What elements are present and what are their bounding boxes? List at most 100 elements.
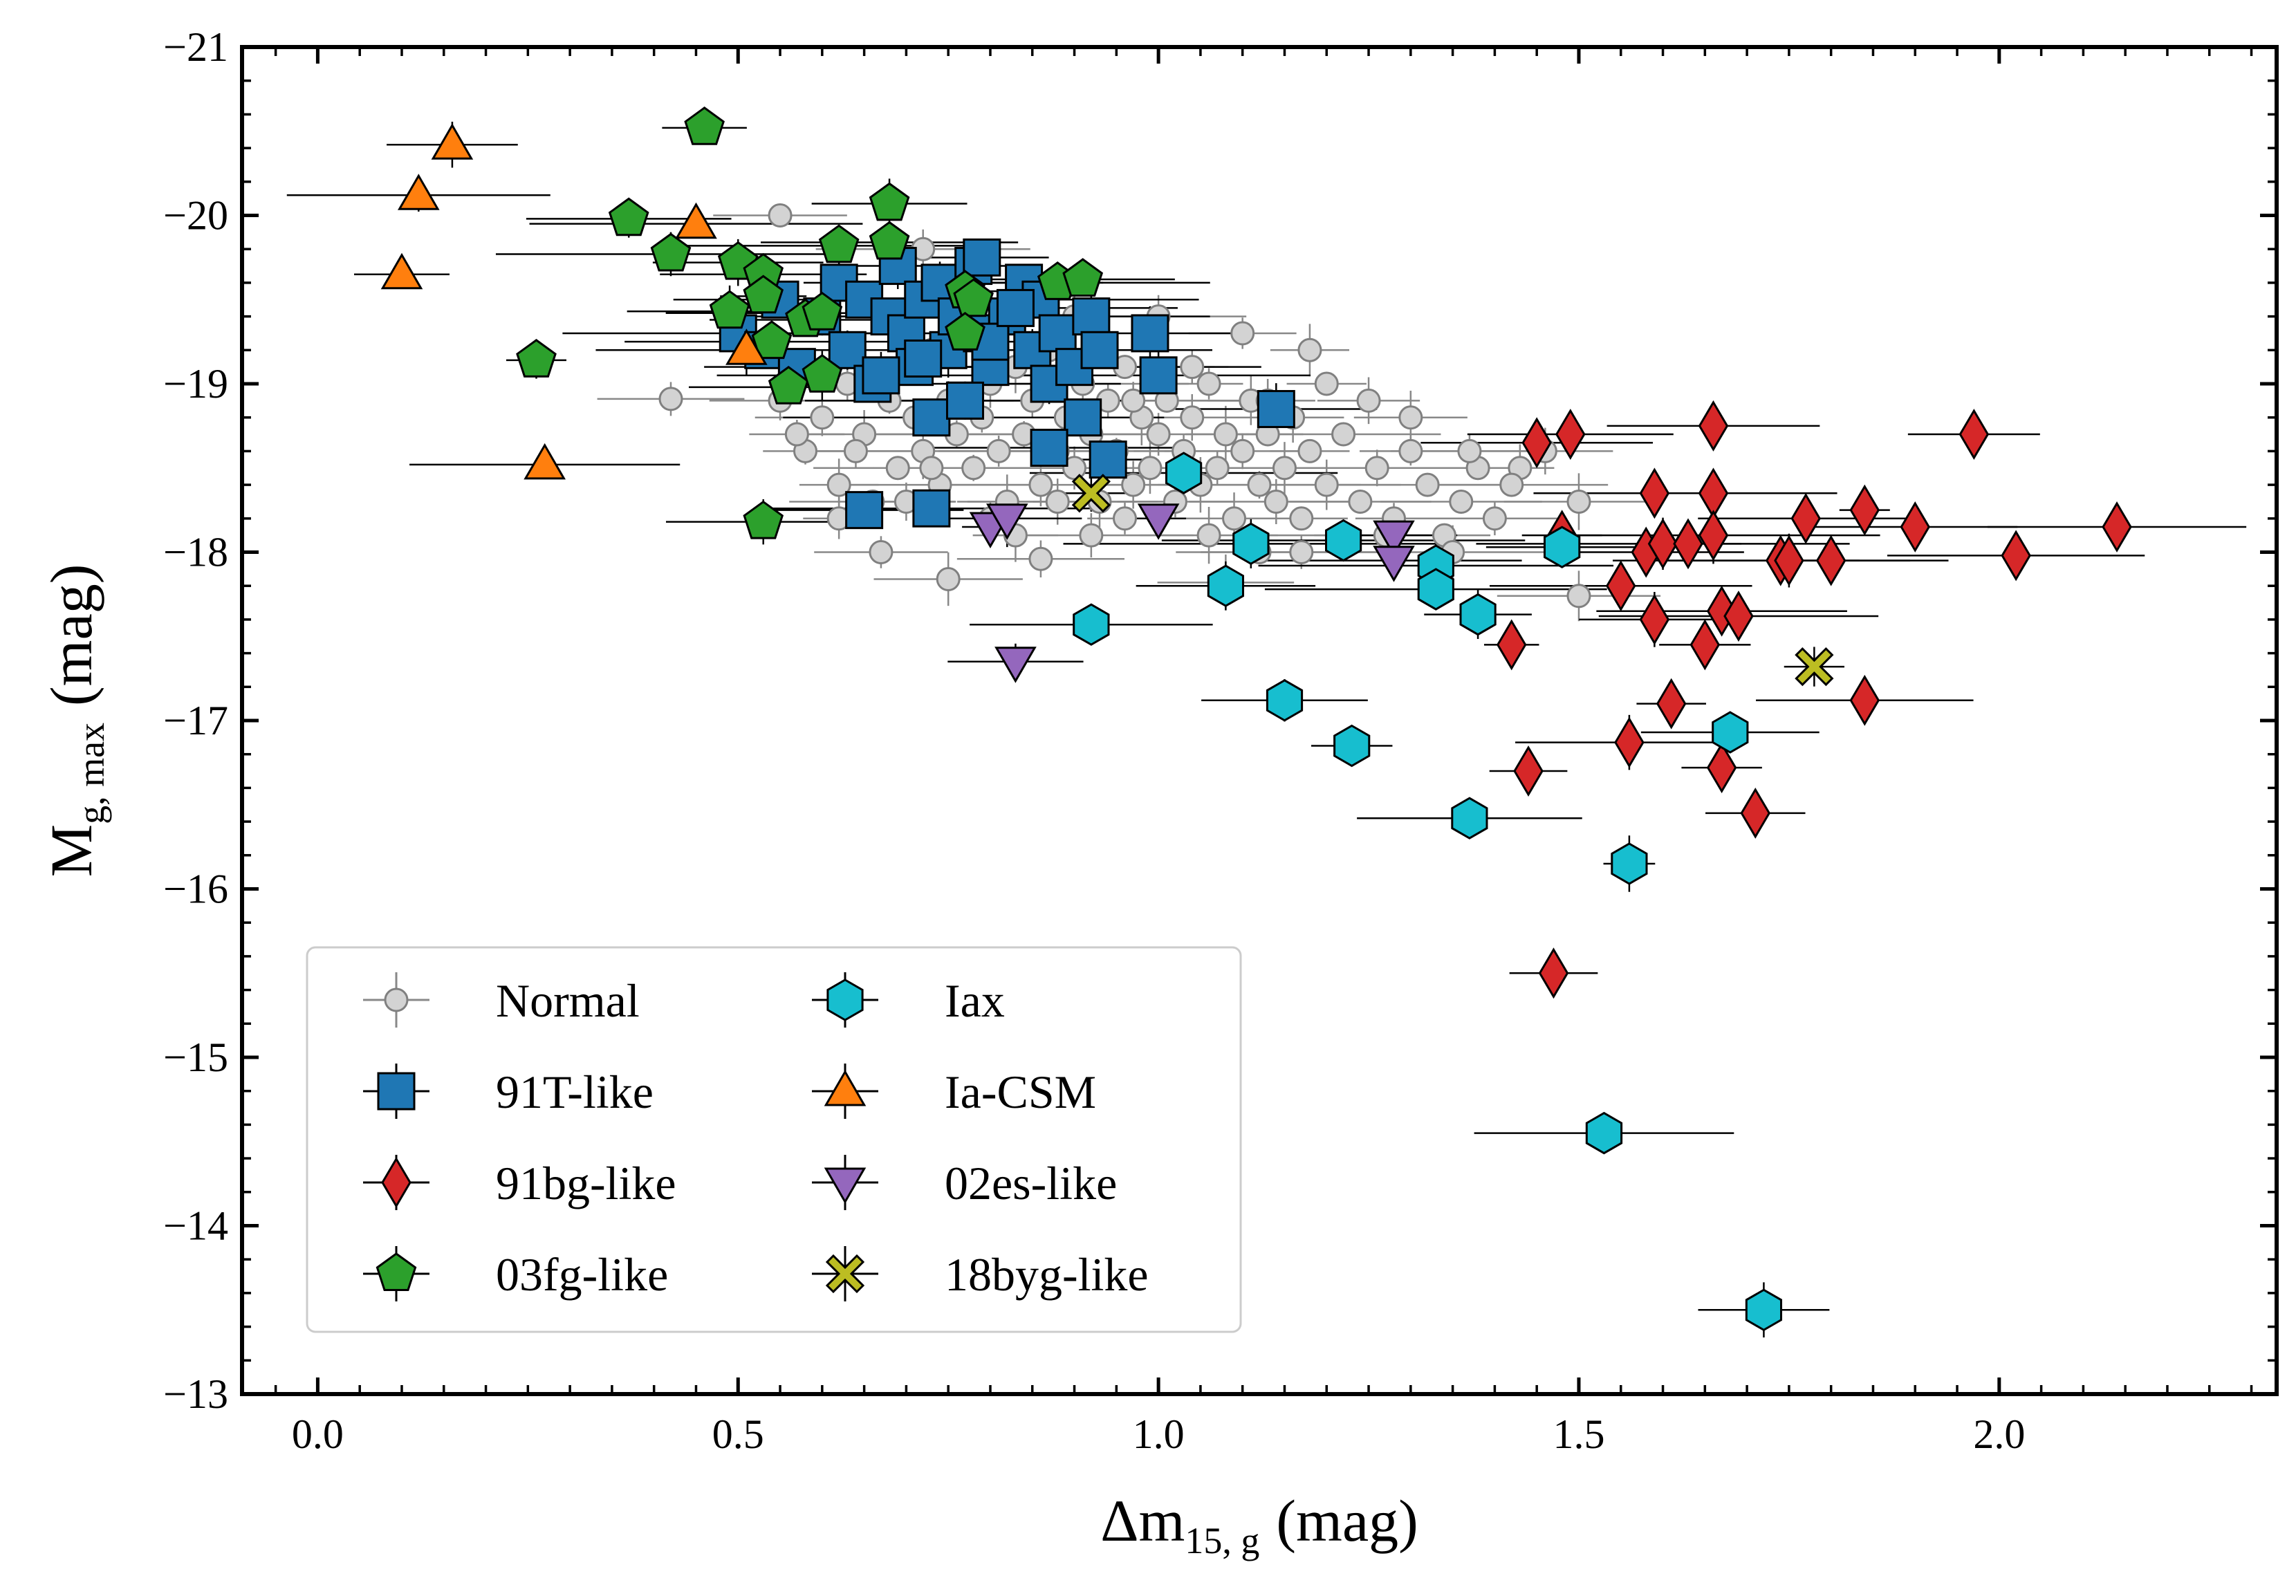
legend-marker-normal [384,987,409,1012]
point-iax [1073,603,1110,646]
point-normal [1230,321,1255,346]
point-iax [1459,593,1497,636]
point-91t-like [1089,440,1127,479]
y-tick-labels: −13 −14 −15 −16 −17 −18 −19 −20 −21 [163,24,228,1417]
point-02es-like [986,503,1028,540]
point-iax [1165,452,1203,494]
point-normal [658,387,683,411]
point-03fg-like [768,366,809,405]
point-91bg-like [2102,501,2132,553]
point-normal [1272,456,1297,481]
point-normal [1415,472,1440,497]
point-91t-like [912,489,951,528]
point-91bg-like [1513,745,1544,797]
point-normal [1079,523,1104,548]
x-tick-label: 2.0 [1973,1411,2025,1457]
y-tick-label: −18 [163,530,228,575]
point-ia-csm [431,123,474,160]
point-normal [843,438,868,463]
point-normal [961,456,986,481]
point-normal [1297,337,1322,362]
legend-marker-91t-like [377,1072,416,1111]
point-91t-like [996,288,1035,327]
y-tick-label: −19 [163,361,228,407]
point-normal [869,540,894,564]
point-91bg-like [1849,484,1880,536]
point-normal [1230,438,1255,463]
point-ia-csm [675,202,717,239]
point-02es-like [994,647,1037,683]
point-91bg-like [1555,409,1586,461]
point-normal [1398,438,1423,463]
legend-label-02es-like: 02es-like [945,1157,1117,1209]
data-points [380,106,2132,1332]
point-91t-like [1064,398,1102,437]
point-normal [1566,584,1591,609]
point-91t-like [828,331,867,369]
point-ia-csm [398,174,440,210]
point-normal [1289,540,1314,564]
point-normal [768,203,793,228]
point-normal [1297,438,1322,463]
point-91bg-like [1723,591,1754,642]
point-91t-like [1030,429,1068,467]
point-91bg-like [1706,742,1737,794]
point-normal [1121,388,1146,413]
point-normal [1196,523,1221,548]
point-91bg-like [1689,619,1721,671]
point-normal [784,422,809,447]
point-iax [1611,842,1648,885]
point-91bg-like [1774,535,1804,586]
point-normal [1348,489,1373,514]
point-normal [1028,546,1053,571]
point-normal [826,472,851,497]
legend-marker-02es-like [824,1167,867,1205]
point-normal [1247,472,1272,497]
point-91bg-like [1959,409,1990,461]
point-normal [1180,405,1205,430]
point-18byg-like [1071,474,1111,513]
point-91bg-like [1815,535,1846,586]
point-03fg-like [743,500,784,539]
legend-marker-ia-csm [824,1069,867,1106]
plot-frame [240,45,2279,1396]
point-91t-like [1072,297,1111,336]
point-03fg-like [743,275,784,314]
point-91t-like [862,356,900,395]
point-03fg-like [1062,258,1104,297]
point-91t-like [1257,390,1295,429]
legend-label-iax: Iax [945,974,1005,1027]
point-normal [986,438,1011,463]
legend-marker-91bg-like [381,1157,411,1208]
point-91bg-like [1849,674,1880,726]
point-91bg-like [1639,467,1670,519]
point-normal [1121,472,1146,497]
point-iax [1451,797,1488,839]
point-iax [1266,679,1304,722]
point-iax [1712,711,1749,754]
point-03fg-like [802,353,843,393]
x-tick-label: 0.0 [292,1411,344,1457]
point-03fg-like [516,339,557,378]
legend-box [306,946,1242,1333]
point-91t-like [946,381,985,420]
point-normal [1112,506,1137,531]
point-03fg-like [709,290,750,329]
legend-label-ia-csm: Ia-CSM [945,1066,1096,1118]
point-91bg-like [1639,593,1670,645]
point-iax [1417,568,1454,611]
legend-label-91bg-like: 91bg-like [496,1157,676,1209]
point-91t-like [845,491,884,530]
y-tick-label: −13 [163,1371,228,1417]
legend-label-18byg-like: 18byg-like [945,1248,1149,1301]
point-03fg-like [608,197,649,236]
point-iax [1232,522,1270,566]
legend-label-normal: Normal [496,974,640,1027]
legend: Normal 91T-like 91bg-like 03fg-like Iax Ia-CS… [306,946,1242,1333]
point-91bg-like [1606,560,1636,612]
point-normal [1398,405,1423,430]
point-03fg-like [802,291,843,331]
point-18byg-like [1795,647,1834,687]
point-02es-like [1373,546,1415,582]
